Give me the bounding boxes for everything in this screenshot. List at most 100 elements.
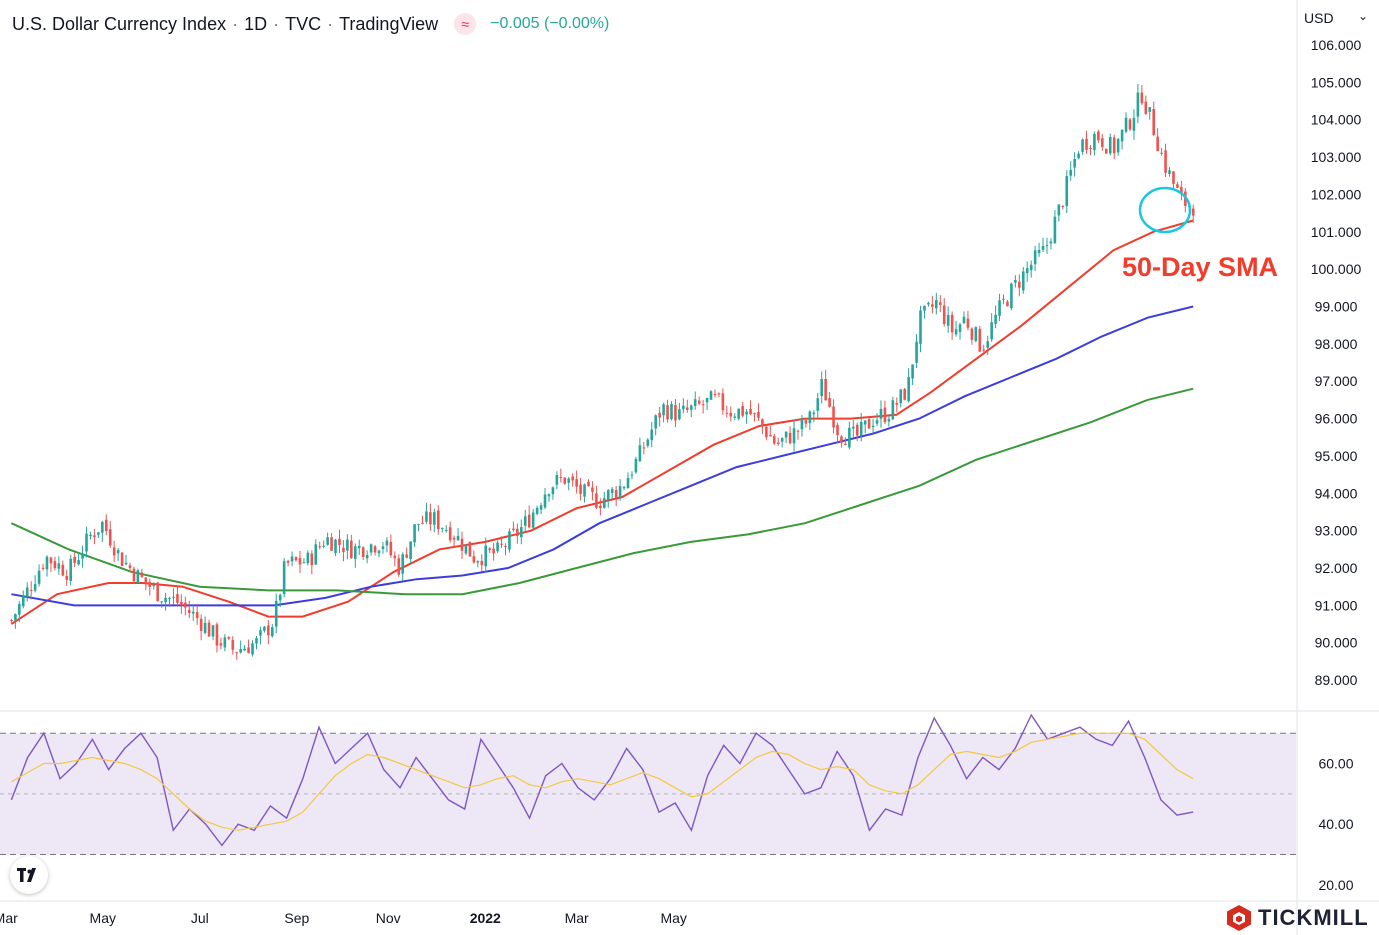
candle-body <box>33 584 37 591</box>
candle-body <box>187 609 191 613</box>
candle-body <box>421 522 424 524</box>
candle-body <box>895 402 899 405</box>
candle-body <box>37 570 41 584</box>
candle-body <box>551 487 555 495</box>
candle-body <box>1053 216 1057 244</box>
time-axis[interactable]: Mar May Jul Sep Nov 2022 Mar May <box>0 910 687 926</box>
currency-selector[interactable]: USD <box>1304 10 1334 26</box>
candle-body <box>761 419 764 426</box>
candle-body <box>203 622 207 633</box>
candle-body <box>346 539 349 551</box>
candle-body <box>29 590 33 592</box>
candle-body <box>1168 170 1171 174</box>
candle-body <box>713 393 717 395</box>
candle-body <box>871 425 875 428</box>
candle-body <box>531 512 535 528</box>
candle-body <box>654 415 657 429</box>
candle-body <box>1065 176 1069 207</box>
candle-body <box>923 305 926 311</box>
candle-body <box>1136 92 1140 117</box>
candle-body <box>666 405 669 420</box>
candle-body <box>634 458 638 473</box>
sma-annotation-label: 50-Day SMA <box>1122 252 1279 282</box>
candle-body <box>911 364 914 379</box>
candle-body <box>978 328 982 352</box>
tickmill-cube-icon <box>1227 905 1251 931</box>
candle-body <box>1132 117 1136 131</box>
candle-body <box>409 541 412 559</box>
candle-body <box>931 304 934 307</box>
candle-body <box>496 542 499 552</box>
candle-body <box>903 388 906 400</box>
candle-body <box>207 622 211 637</box>
chart-header: U.S. Dollar Currency Index · 1D · TVC · … <box>12 13 610 35</box>
candle-body <box>393 555 397 559</box>
candle-body <box>314 544 318 565</box>
candles <box>10 84 1195 660</box>
candle-body <box>53 561 57 569</box>
candle-body <box>223 637 227 648</box>
candle-body <box>1148 107 1152 112</box>
candle-body <box>682 405 685 410</box>
candle-body <box>298 557 302 565</box>
candle-body <box>195 612 199 619</box>
rsi-ma-line <box>11 732 1194 831</box>
candle-body <box>844 443 847 445</box>
candle-body <box>500 543 503 545</box>
rsi-axis[interactable]: 60.00 40.00 20.00 <box>1318 756 1353 893</box>
candle-body <box>440 528 444 530</box>
candle-body <box>863 420 867 425</box>
price-axis[interactable]: 106.000 105.000 104.000 103.000 102.000 101.0… <box>1311 37 1362 688</box>
candle-body <box>662 404 665 416</box>
candle-body <box>57 563 61 569</box>
candle-body <box>377 550 381 554</box>
candle-body <box>425 511 428 522</box>
approx-icon[interactable]: ≈ <box>454 13 477 35</box>
candle-body <box>539 505 543 510</box>
rsi-tick-label: 40.00 <box>1318 816 1353 832</box>
candle-body <box>1124 117 1128 132</box>
candle-body <box>144 577 148 584</box>
candle-body <box>270 627 274 637</box>
candle-body <box>1116 138 1120 153</box>
candle-body <box>974 327 978 342</box>
time-tick-label: Nov <box>376 910 401 926</box>
candle-body <box>567 478 571 483</box>
candle-body <box>508 531 511 550</box>
time-tick-label: May <box>660 910 686 926</box>
chevron-down-icon[interactable]: ⌄ <box>1358 9 1369 23</box>
price-tick-label: 93.000 <box>1315 523 1358 539</box>
interval-label[interactable]: 1D <box>244 13 268 34</box>
candle-body <box>294 557 298 561</box>
candle-body <box>733 416 737 418</box>
candle-body <box>263 626 266 631</box>
price-tick-label: 101.000 <box>1311 224 1362 240</box>
candle-body <box>689 405 693 410</box>
candle-body <box>401 554 405 574</box>
time-tick-label: Mar <box>565 910 589 926</box>
tradingview-logo-icon[interactable] <box>10 856 48 894</box>
candle-body <box>476 561 480 563</box>
candle-body <box>848 427 851 448</box>
symbol-title[interactable]: U.S. Dollar Currency Index <box>12 13 227 34</box>
candle-body <box>788 432 792 444</box>
candle-body <box>350 540 353 559</box>
candle-body <box>642 447 646 449</box>
price-tick-label: 106.000 <box>1311 37 1362 53</box>
candle-body <box>101 521 104 533</box>
candle-body <box>606 490 610 501</box>
price-tick-label: 98.000 <box>1315 336 1358 352</box>
candle-body <box>1156 136 1159 152</box>
candle-body <box>737 408 740 419</box>
candle-body <box>800 418 804 430</box>
candle-body <box>120 552 124 567</box>
candle-body <box>108 529 112 546</box>
candle-body <box>935 300 938 309</box>
price-tick-label: 96.000 <box>1315 411 1358 427</box>
candle-body <box>1191 208 1195 216</box>
brand-name: TICKMILL <box>1258 905 1369 930</box>
candle-body <box>1045 245 1049 247</box>
candle-body <box>306 552 310 564</box>
rsi-tick-label: 60.00 <box>1318 756 1353 772</box>
candle-body <box>875 420 879 424</box>
